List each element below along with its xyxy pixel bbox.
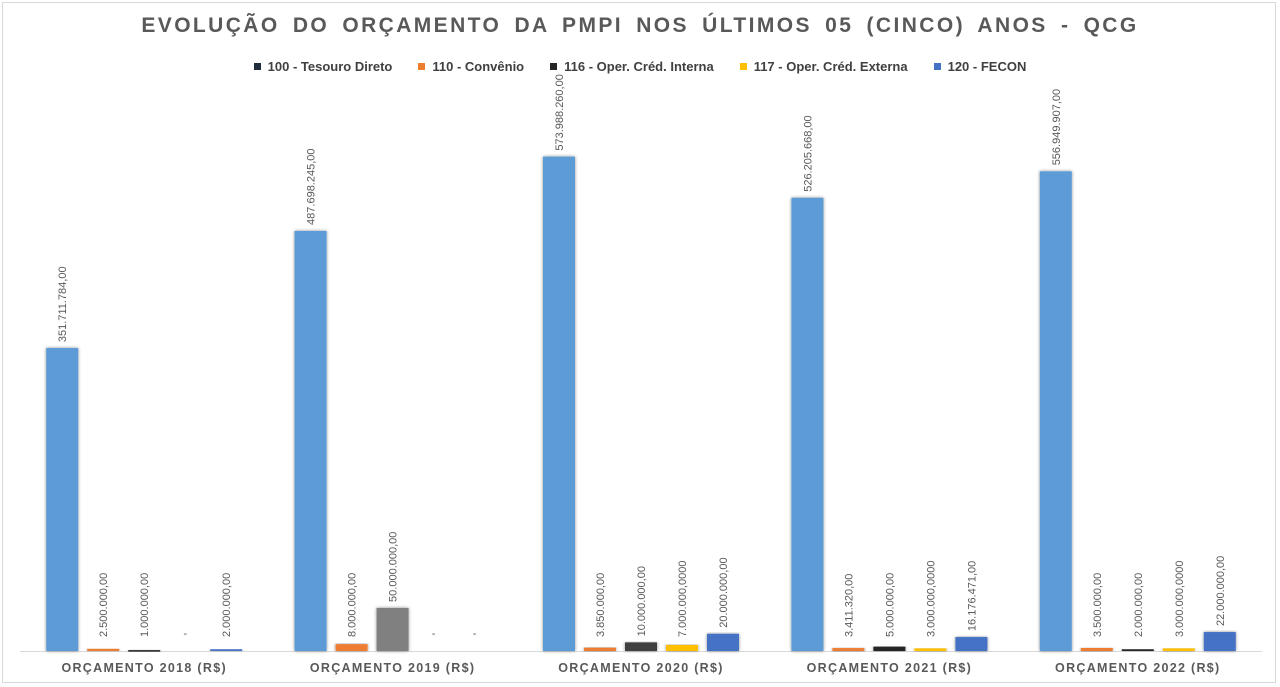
- legend-swatch-oper-cred-interna: [550, 63, 558, 70]
- bar-2-2: [335, 644, 368, 651]
- legend-item-oper-cred-externa: 117 - Oper. Créd. Externa: [739, 59, 908, 74]
- legend-item-oper-cred-interna: 116 - Oper. Créd. Interna: [550, 59, 714, 74]
- data-label-4-5: 16.176.471,00: [966, 561, 978, 631]
- data-label-1-5: 2.000.000,00: [221, 573, 233, 637]
- data-label-3-4: 7.000.000,0000: [677, 561, 689, 637]
- bar-1-1: [46, 348, 79, 651]
- empty-bar-marker-2-5: -: [473, 628, 477, 640]
- legend-swatch-tesouro-direto: [253, 63, 261, 70]
- bar-3-4: [666, 644, 698, 651]
- data-label-3-5: 20.000.000,00: [718, 557, 730, 627]
- bar-4-3: [873, 646, 906, 651]
- chart-legend: 100 - Tesouro Direto 110 - Convênio 116 …: [0, 59, 1280, 74]
- bar-5-1: [1039, 171, 1072, 651]
- legend-label-fecon: 120 - FECON: [947, 59, 1027, 74]
- data-label-3-2: 3.850.000,00: [595, 573, 607, 637]
- bar-1-3: [128, 650, 161, 652]
- bar-4-1: [791, 197, 824, 651]
- bar-4-4: [914, 648, 947, 651]
- bar-5-2: [1080, 647, 1113, 651]
- legend-swatch-fecon: [933, 63, 941, 70]
- empty-bar-marker-1-4: -: [183, 628, 187, 640]
- legend-item-fecon: 120 - FECON: [933, 59, 1027, 74]
- legend-item-tesouro-direto: 100 - Tesouro Direto: [253, 59, 393, 74]
- bar-5-3: [1121, 649, 1154, 651]
- data-label-5-2: 3.500.000,00: [1092, 573, 1104, 637]
- data-label-2-1: 487.698.245,00: [306, 148, 318, 224]
- data-label-4-1: 526.205.668,00: [802, 115, 814, 191]
- data-label-1-3: 1.000.000,00: [139, 573, 151, 637]
- data-label-5-5: 22.000.000,00: [1215, 556, 1227, 626]
- data-label-4-4: 3.000.000,0000: [925, 561, 937, 637]
- category-label-5: ORÇAMENTO 2022 (R$): [1055, 661, 1220, 675]
- data-label-2-2: 8.000.000,00: [347, 573, 359, 637]
- category-label-1: ORÇAMENTO 2018 (R$): [61, 661, 226, 675]
- bar-3-1: [543, 156, 575, 652]
- bar-1-2: [87, 648, 120, 651]
- legend-label-oper-cred-externa: 117 - Oper. Créd. Externa: [753, 59, 908, 74]
- category-label-2: ORÇAMENTO 2019 (R$): [310, 661, 475, 675]
- data-label-3-3: 10.000.000,00: [636, 566, 648, 636]
- empty-bar-marker-2-4: -: [432, 628, 436, 640]
- legend-item-convenio: 110 - Convênio: [418, 59, 524, 74]
- bar-3-5: [707, 633, 739, 651]
- data-label-5-1: 556.949.907,00: [1051, 89, 1063, 165]
- bar-3-2: [584, 647, 616, 651]
- data-label-5-4: 3.000.000,0000: [1174, 561, 1186, 637]
- bar-4-2: [832, 648, 865, 651]
- data-label-2-3: 50.000.000,00: [388, 532, 400, 602]
- bar-5-4: [1162, 648, 1195, 651]
- bar-2-3: [376, 607, 409, 651]
- data-label-4-2: 3.411.320,00: [843, 574, 855, 637]
- legend-label-convenio: 110 - Convênio: [432, 59, 525, 74]
- legend-swatch-oper-cred-externa: [739, 63, 747, 70]
- legend-label-oper-cred-interna: 116 - Oper. Créd. Interna: [564, 59, 714, 74]
- bar-4-5: [955, 637, 988, 651]
- chart-title: EVOLUÇÃO DO ORÇAMENTO DA PMPI NOS ÚLTIMO…: [141, 14, 1139, 37]
- legend-label-tesouro-direto: 100 - Tesouro Direto: [267, 59, 393, 74]
- data-label-3-1: 573.988.260,00: [554, 74, 566, 150]
- data-label-4-3: 5.000.000,00: [884, 573, 896, 637]
- category-label-3: ORÇAMENTO 2020 (R$): [558, 661, 723, 675]
- data-label-5-3: 2.000.000,00: [1133, 573, 1145, 637]
- legend-swatch-convenio: [418, 63, 426, 70]
- data-label-1-1: 351.711.784,00: [57, 266, 69, 342]
- bar-1-5: [210, 649, 243, 651]
- category-label-4: ORÇAMENTO 2021 (R$): [807, 661, 972, 675]
- bar-3-3: [625, 642, 657, 651]
- bar-5-5: [1203, 632, 1236, 651]
- bar-2-1: [294, 230, 327, 651]
- data-label-1-2: 2.500.000,00: [98, 573, 110, 637]
